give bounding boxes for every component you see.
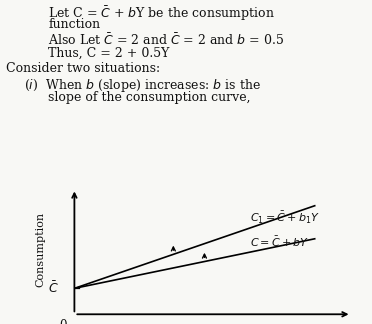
Text: ($i$)  When $b$ (slope) increases: $b$ is the: ($i$) When $b$ (slope) increases: $b$ is…: [24, 77, 261, 94]
Text: $C = \bar{C} + bY$: $C = \bar{C} + bY$: [250, 235, 310, 249]
Text: $\bar{C}$: $\bar{C}$: [48, 281, 59, 296]
Text: Let C = $\bar{C}$ + $b$Y be the consumption: Let C = $\bar{C}$ + $b$Y be the consumpt…: [48, 4, 275, 23]
Text: function: function: [48, 18, 100, 31]
Text: 0: 0: [60, 319, 67, 324]
Text: Consumption: Consumption: [35, 212, 45, 287]
Text: Also Let $\bar{C}$ = 2 and $\bar{C}$ = 2 and $b$ = 0.5: Also Let $\bar{C}$ = 2 and $\bar{C}$ = 2…: [48, 32, 285, 48]
Text: $C_1 = \bar{C} + b_1 Y$: $C_1 = \bar{C} + b_1 Y$: [250, 210, 320, 226]
Text: slope of the consumption curve,: slope of the consumption curve,: [48, 91, 251, 104]
Text: Consider two situations:: Consider two situations:: [6, 62, 160, 75]
Text: Thus, C = 2 + 0.5Y: Thus, C = 2 + 0.5Y: [48, 46, 170, 59]
